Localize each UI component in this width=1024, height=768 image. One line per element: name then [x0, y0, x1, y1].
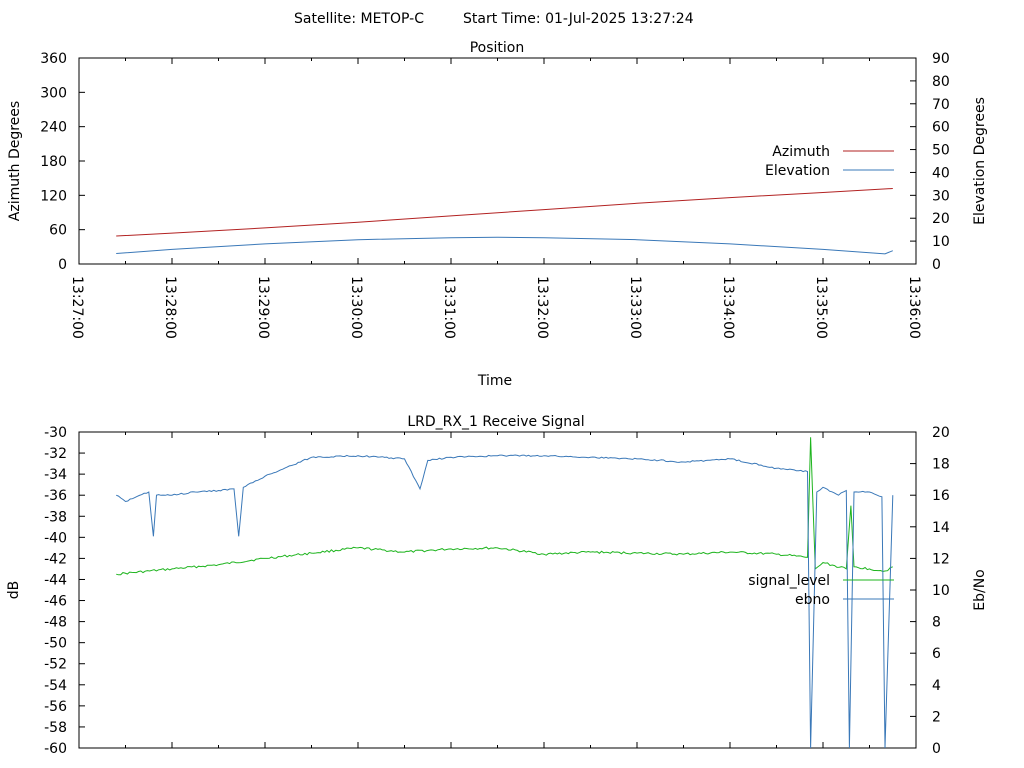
receive-signal-chart: LRD_RX_1 Receive Signal -30-32-34-36-38-…	[6, 414, 988, 757]
position-title: Position	[470, 40, 525, 56]
position-chart: Position 0 60 120 180 240 300 360 0 10 20 30 40 50 6…	[7, 40, 988, 389]
signal-y2tick-label: 8	[932, 615, 941, 631]
receive-signal-y2-axis-label: Eb/No	[972, 569, 988, 611]
series-line-signal-level	[116, 437, 893, 576]
position-y2tick-label: 30	[932, 188, 950, 204]
signal-ytick-label: -34	[44, 467, 67, 483]
signal-y2tick-label: 20	[932, 425, 950, 441]
signal-ytick-label: -44	[44, 572, 67, 588]
position-legend: Azimuth Elevation	[765, 144, 894, 179]
signal-y2tick-label: 18	[932, 457, 950, 473]
legend-label-elevation: Elevation	[765, 163, 830, 179]
position-xtick-label: 13:34:00	[720, 276, 736, 339]
position-right-axis: 0 10 20 30 40 50 60 70 80 90	[910, 51, 950, 273]
signal-ytick-label: -42	[44, 551, 67, 567]
position-y2tick-label: 10	[932, 234, 950, 250]
satellite-label: Satellite: METOP-C	[294, 11, 424, 27]
signal-ytick-label: -40	[44, 530, 67, 546]
signal-ytick-label: -38	[44, 509, 67, 525]
position-xtick-label: 13:29:00	[255, 276, 271, 339]
receive-signal-time-ticks	[78, 432, 917, 748]
signal-y2tick-label: 12	[932, 551, 950, 567]
signal-ytick-label: -56	[44, 699, 67, 715]
signal-ytick-label: -50	[44, 636, 67, 652]
position-y2tick-label: 80	[932, 74, 950, 90]
signal-ytick-label: -54	[44, 678, 67, 694]
receive-signal-series	[116, 437, 894, 749]
position-y2tick-label: 50	[932, 143, 950, 159]
position-xtick-label: 13:36:00	[906, 276, 922, 339]
signal-y2tick-label: 16	[932, 488, 950, 504]
position-ytick-label: 240	[40, 120, 67, 136]
series-line-elevation	[116, 236, 893, 255]
signal-ytick-label: -32	[44, 446, 67, 462]
position-xtick-label: 13:27:00	[69, 276, 85, 339]
signal-y2tick-label: 6	[932, 646, 941, 662]
position-y2-axis-label: Elevation Degrees	[972, 97, 988, 225]
position-xtick-label: 13:30:00	[348, 276, 364, 339]
signal-ytick-label: -48	[44, 615, 67, 631]
position-xtick-label: 13:31:00	[441, 276, 457, 339]
signal-ytick-label: -58	[44, 720, 67, 736]
receive-signal-title: LRD_RX_1 Receive Signal	[407, 414, 584, 430]
signal-ytick-label: -60	[44, 741, 67, 757]
position-xtick-label: 13:33:00	[627, 276, 643, 339]
signal-ytick-label: -52	[44, 657, 67, 673]
receive-signal-left-axis: -30 -32 -34 -36 -38 -40 -42 -44 -46 -48 -50 -52 -54 -…	[44, 425, 85, 757]
signal-y2tick-label: 0	[932, 741, 941, 757]
position-ytick-label: 0	[58, 257, 67, 273]
position-ytick-label: 180	[40, 154, 67, 170]
receive-signal-legend: signal_level ebno	[748, 573, 894, 608]
position-y2tick-label: 40	[932, 165, 950, 181]
position-series	[116, 188, 893, 255]
position-time-axis: 13:27:00 13:28:00 13:29:00 13:30:00 13:31:00…	[69, 58, 922, 339]
receive-signal-y-axis-label: dB	[6, 581, 22, 600]
legend-label-signal-level: signal_level	[748, 573, 830, 589]
position-ytick-label: 120	[40, 188, 67, 204]
position-y2tick-label: 60	[932, 120, 950, 136]
position-xtick-label: 13:32:00	[534, 276, 550, 339]
position-y-axis-label: Azimuth Degrees	[7, 101, 23, 221]
position-x-axis-label: Time	[477, 373, 512, 389]
position-y2tick-label: 0	[932, 257, 941, 273]
signal-ytick-label: -36	[44, 488, 67, 504]
signal-ytick-label: -30	[44, 425, 67, 441]
series-line-azimuth	[116, 188, 893, 237]
signal-y2tick-label: 2	[932, 709, 941, 725]
signal-y2tick-label: 4	[932, 678, 941, 694]
position-xtick-label: 13:35:00	[813, 276, 829, 339]
position-xtick-label: 13:28:00	[162, 276, 178, 339]
position-ytick-label: 300	[40, 85, 67, 101]
position-y2tick-label: 90	[932, 51, 950, 67]
position-left-axis: 0 60 120 180 240 300 360	[40, 51, 85, 273]
signal-ytick-label: -46	[44, 594, 67, 610]
series-line-ebno	[116, 454, 894, 749]
position-y2tick-label: 20	[932, 211, 950, 227]
position-ytick-label: 360	[40, 51, 67, 67]
legend-label-azimuth: Azimuth	[772, 144, 830, 160]
legend-label-ebno: ebno	[795, 592, 830, 608]
start-time-label: Start Time: 01-Jul-2025 13:27:24	[463, 11, 694, 27]
position-y2tick-label: 70	[932, 97, 950, 113]
signal-y2tick-label: 10	[932, 583, 950, 599]
signal-y2tick-label: 14	[932, 520, 950, 536]
position-ytick-label: 60	[49, 223, 67, 239]
